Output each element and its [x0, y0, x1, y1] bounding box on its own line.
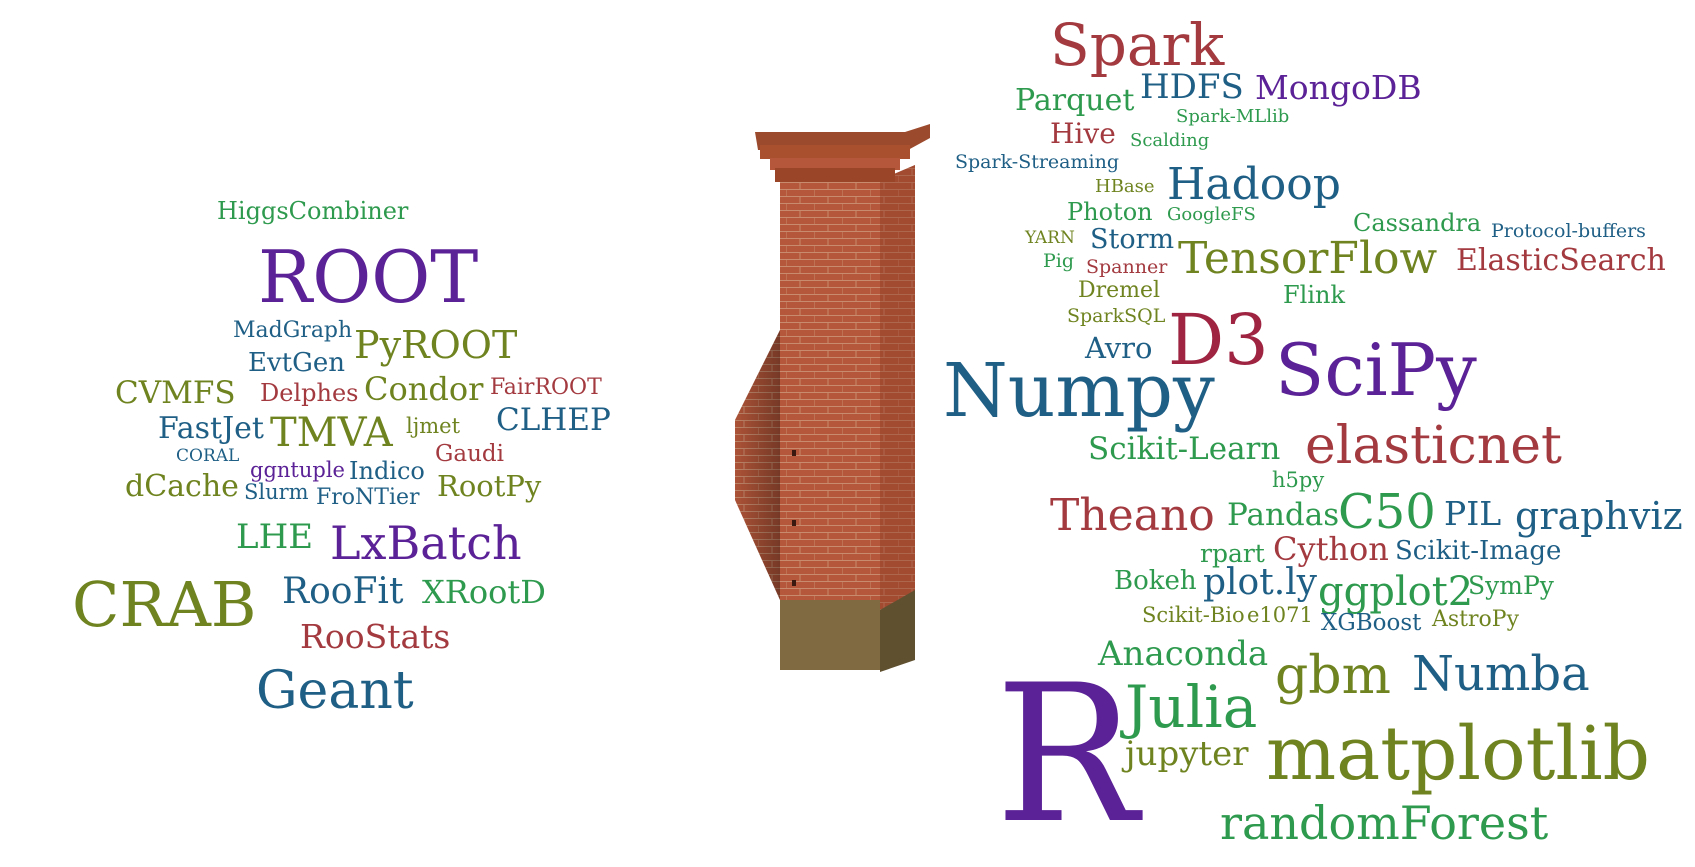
word-julia: Julia	[1125, 673, 1258, 741]
word-root: ROOT	[258, 235, 479, 319]
word-sparksql: SparkSQL	[1067, 305, 1166, 327]
word-numpy: Numpy	[943, 348, 1215, 434]
word-spark-streaming: Spark-Streaming	[955, 151, 1119, 173]
word-pyroot: PyROOT	[354, 323, 518, 367]
word-fairroot: FairROOT	[490, 375, 602, 400]
word-scikit-learn: Scikit-Learn	[1088, 431, 1281, 467]
word-graphviz: graphviz	[1515, 494, 1683, 538]
word-dcache: dCache	[125, 469, 239, 504]
word-tmva: TMVA	[270, 410, 393, 456]
word-flink: Flink	[1283, 281, 1346, 309]
word-theano: Theano	[1050, 490, 1215, 541]
word-pil: PIL	[1444, 494, 1502, 533]
word-jupyter: jupyter	[1125, 734, 1249, 774]
word-scikit-image: Scikit-Image	[1395, 536, 1562, 566]
word-cython: Cython	[1273, 530, 1389, 568]
word-hdfs: HDFS	[1140, 67, 1244, 107]
word-lhe: LHE	[236, 517, 314, 557]
word-coral: CORAL	[176, 446, 240, 466]
word-numba: Numba	[1412, 646, 1590, 702]
word-storm: Storm	[1090, 224, 1175, 255]
word-dremel: Dremel	[1078, 278, 1161, 303]
word-cvmfs: CVMFS	[115, 375, 236, 411]
word-scipy: SciPy	[1275, 328, 1477, 412]
word-randomforest: randomForest	[1220, 796, 1549, 850]
word-r: R	[995, 644, 1139, 865]
word-pig: Pig	[1043, 250, 1075, 272]
word-scikit-bio: Scikit-Bio	[1142, 603, 1245, 627]
word-matplotlib: matplotlib	[1266, 711, 1651, 797]
word-protocol-buffers: Protocol-buffers	[1491, 220, 1646, 242]
word-madgraph: MadGraph	[233, 318, 353, 343]
word-c50: C50	[1338, 484, 1436, 540]
word-googlefs: GoogleFS	[1167, 204, 1256, 225]
brick-wall-icon	[735, 124, 930, 672]
word-hadoop: Hadoop	[1167, 159, 1341, 210]
word-lxbatch: LxBatch	[330, 516, 522, 570]
word-frontier: FroNTier	[316, 485, 420, 510]
word-pandas: Pandas	[1227, 497, 1340, 533]
word-indico: Indico	[349, 457, 425, 485]
word-avro: Avro	[1085, 331, 1153, 365]
word-h5py: h5py	[1272, 468, 1325, 492]
word-ggplot2: ggplot2	[1318, 569, 1474, 615]
word-photon: Photon	[1067, 198, 1153, 226]
word-spark: Spark	[1050, 11, 1225, 79]
word-clhep: CLHEP	[496, 402, 611, 438]
word-spark-mllib: Spark-MLlib	[1176, 106, 1290, 127]
word-bokeh: Bokeh	[1114, 566, 1197, 596]
word-anaconda: Anaconda	[1098, 634, 1269, 674]
word-geant: Geant	[256, 661, 414, 721]
word-crab: CRAB	[72, 568, 257, 641]
word-spanner: Spanner	[1086, 256, 1168, 278]
word-plotly: plot.ly	[1203, 562, 1317, 603]
word-hive: Hive	[1050, 117, 1116, 150]
word-ljmet: ljmet	[406, 414, 461, 438]
word-astropy: AstroPy	[1432, 607, 1520, 632]
word-mongodb: MongoDB	[1255, 68, 1422, 107]
word-ggntuple: ggntuple	[250, 458, 345, 482]
word-slurm: Slurm	[244, 480, 309, 504]
word-roostats: RooStats	[300, 617, 451, 656]
word-hbase: HBase	[1095, 176, 1155, 197]
word-delphes: Delphes	[260, 379, 359, 407]
word-scalding: Scalding	[1130, 130, 1210, 151]
word-yarn: YARN	[1025, 228, 1075, 248]
word-fastjet: FastJet	[158, 411, 264, 446]
word-elasticnet: elasticnet	[1305, 416, 1562, 476]
word-xgboost: XGBoost	[1321, 610, 1422, 636]
word-gaudi: Gaudi	[435, 441, 504, 467]
word-higgscombiner: HiggsCombiner	[217, 197, 409, 225]
word-e1071: e1071	[1247, 603, 1313, 627]
word-gbm: gbm	[1275, 646, 1391, 706]
word-elasticsearch: ElasticSearch	[1456, 243, 1666, 278]
word-evtgen: EvtGen	[248, 348, 346, 378]
word-condor: Condor	[364, 370, 484, 408]
word-roofit: RooFit	[282, 571, 404, 612]
word-cassandra: Cassandra	[1353, 209, 1482, 237]
word-parquet: Parquet	[1015, 83, 1135, 118]
word-rpart: rpart	[1200, 539, 1265, 568]
word-rootpy: RootPy	[437, 469, 542, 503]
word-sympy: SymPy	[1468, 571, 1554, 600]
word-tensorflow: TensorFlow	[1178, 233, 1438, 284]
word-xrootd: XRootD	[422, 573, 546, 611]
word-d3: D3	[1168, 299, 1269, 381]
